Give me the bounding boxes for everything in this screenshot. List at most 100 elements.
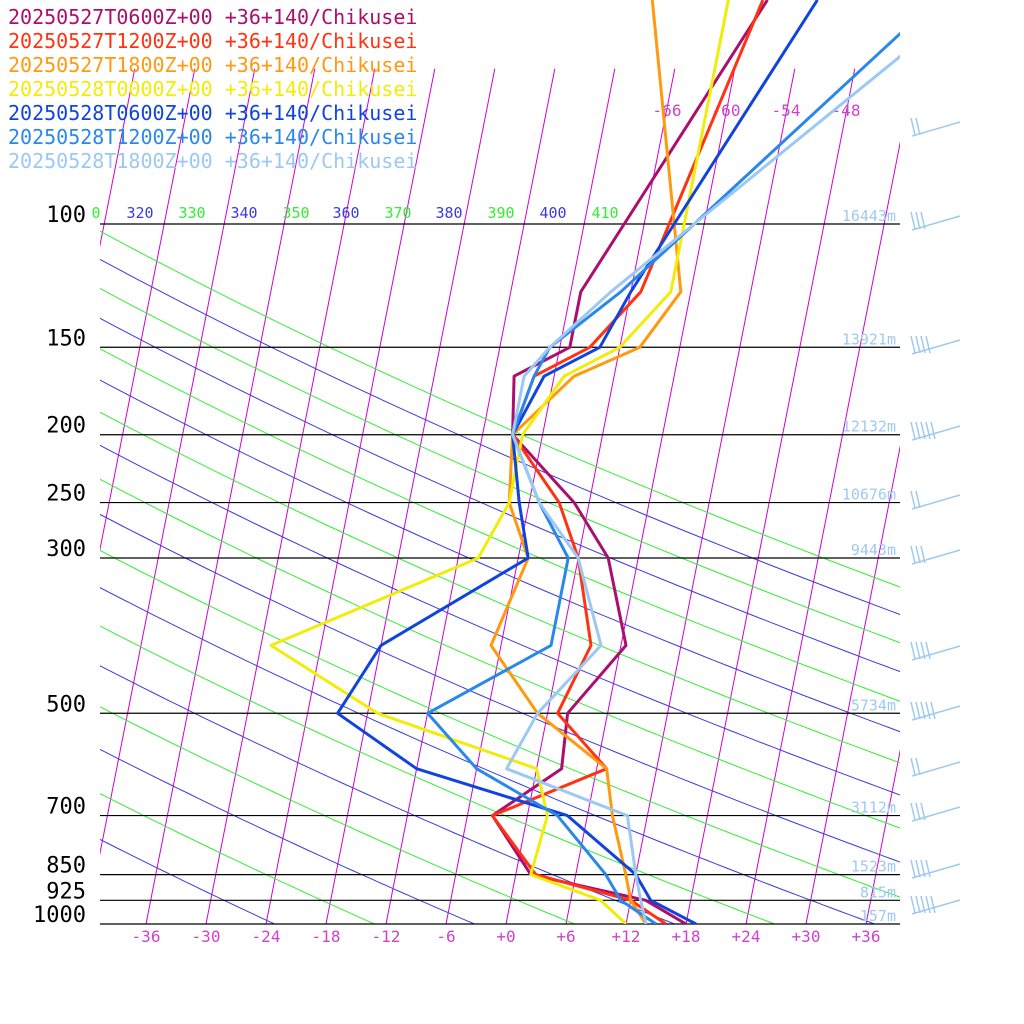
wind-barb-feather	[925, 641, 931, 660]
wind-barb-feather	[915, 545, 921, 564]
temperature-tick-label: -30	[192, 927, 221, 946]
isotherm-label: -54	[772, 101, 801, 120]
moist-adiabat	[100, 478, 900, 829]
temperature-tick-label: -12	[372, 927, 401, 946]
pressure-label: 500	[46, 692, 86, 717]
temperature-tick-label: -36	[132, 927, 161, 946]
moist-adiabat	[100, 625, 776, 924]
temperature-tick-label: +6	[556, 927, 575, 946]
wind-barb-feather	[915, 757, 921, 776]
wind-barb-feather	[920, 859, 926, 878]
pressure-label: 700	[46, 795, 86, 820]
isotherm-line	[745, 141, 900, 924]
temperature-tick-label: +18	[672, 927, 701, 946]
wind-barb	[910, 859, 961, 879]
isotherm-line	[385, 68, 556, 924]
theta-label: 400	[539, 204, 566, 222]
theta-label: 0	[91, 204, 100, 222]
height-label: 5734m	[851, 696, 896, 714]
dry-adiabat	[100, 379, 900, 733]
series-line	[426, 31, 900, 924]
isotherm-line	[205, 68, 376, 924]
isotherm-line	[100, 68, 256, 856]
moist-adiabat	[100, 706, 576, 924]
pressure-label: 100	[46, 203, 86, 228]
wind-barb	[910, 421, 961, 441]
isotherm-line	[100, 68, 196, 552]
moist-adiabat	[100, 287, 900, 644]
isotherm-line	[926, 69, 1024, 924]
wind-barb	[910, 211, 961, 231]
height-label: 815m	[860, 883, 896, 901]
isotherm-line	[0, 69, 15, 924]
legend-entry: 20250527T1200Z+00 +36+140/Chikusei	[8, 29, 417, 53]
wind-barb-feather	[915, 421, 921, 440]
pressure-label: 1000	[33, 903, 86, 928]
height-label: 10676m	[842, 486, 896, 504]
isotherm-line	[805, 445, 900, 924]
series-line	[490, 0, 769, 924]
wind-barb-feather	[920, 641, 926, 660]
isotherm-line	[565, 68, 736, 924]
isotherm-line	[445, 68, 616, 924]
temperature-tick-label: +0	[496, 927, 515, 946]
wind-barb-feather	[925, 859, 931, 878]
wind-barb	[910, 545, 961, 565]
pressure-label: 200	[46, 414, 86, 439]
isobars	[100, 223, 900, 925]
pressure-label: 300	[46, 537, 86, 562]
dry-adiabat	[100, 444, 900, 796]
legend-entry: 20250527T0600Z+00 +36+140/Chikusei	[8, 5, 417, 29]
series-line	[336, 0, 819, 924]
pressure-label: 150	[46, 326, 86, 351]
wind-barb-feather	[930, 895, 936, 914]
wind-barb	[910, 802, 961, 822]
moist-adiabat	[100, 411, 900, 764]
wind-barb-feather	[920, 211, 926, 230]
pressure-label: 850	[46, 854, 86, 879]
temperature-tick-label: -24	[252, 927, 281, 946]
temperature-tick-label: -18	[312, 927, 341, 946]
wind-barb-feather	[910, 802, 916, 821]
height-label: 157m	[860, 907, 896, 925]
height-label: 3112m	[851, 799, 896, 817]
wind-barb	[910, 117, 961, 137]
isotherm-label: -66	[653, 101, 682, 120]
pressure-label: 250	[46, 482, 86, 507]
dry-adiabat	[100, 513, 900, 863]
theta-label: 410	[591, 204, 618, 222]
wind-barb-feather	[930, 701, 936, 720]
wind-barb-feather	[920, 335, 926, 354]
isotherm-line	[685, 68, 856, 924]
theta-label: 350	[282, 204, 309, 222]
wind-barb-feather	[910, 757, 916, 776]
legend-entry: 20250528T0000Z+00 +36+140/Chikusei	[8, 77, 417, 101]
temperature-tick-label: +30	[792, 927, 821, 946]
series-line	[505, 54, 900, 924]
legend: 20250527T0600Z+00 +36+140/Chikusei202505…	[8, 5, 417, 173]
height-label: 1523m	[851, 858, 896, 876]
wind-barb-feather	[910, 421, 916, 440]
wind-barb-feather	[910, 490, 916, 509]
wind-barb	[910, 335, 961, 355]
wind-barb-feather	[925, 421, 931, 440]
wind-barb-feather	[910, 701, 916, 720]
temperature-tick-label: +36	[852, 927, 881, 946]
wind-barb-feather	[910, 117, 916, 136]
height-label: 9443m	[851, 541, 896, 559]
dry-adiabat	[100, 748, 476, 924]
series-line	[269, 0, 730, 924]
height-label: 12132m	[842, 418, 896, 436]
temperature-tick-label: +24	[732, 927, 761, 946]
wind-barb-feather	[915, 802, 921, 821]
theta-label: 320	[126, 204, 153, 222]
wind-barb-feather	[915, 117, 921, 136]
wind-barb-feather	[930, 421, 936, 440]
wind-barb-feather	[920, 802, 926, 821]
wind-barb-feather	[915, 701, 921, 720]
dry-adiabat	[100, 317, 900, 673]
theta-label: 340	[230, 204, 257, 222]
height-label: 16443m	[842, 207, 896, 225]
theta-label: 380	[435, 204, 462, 222]
wind-barb-feather	[915, 641, 921, 660]
